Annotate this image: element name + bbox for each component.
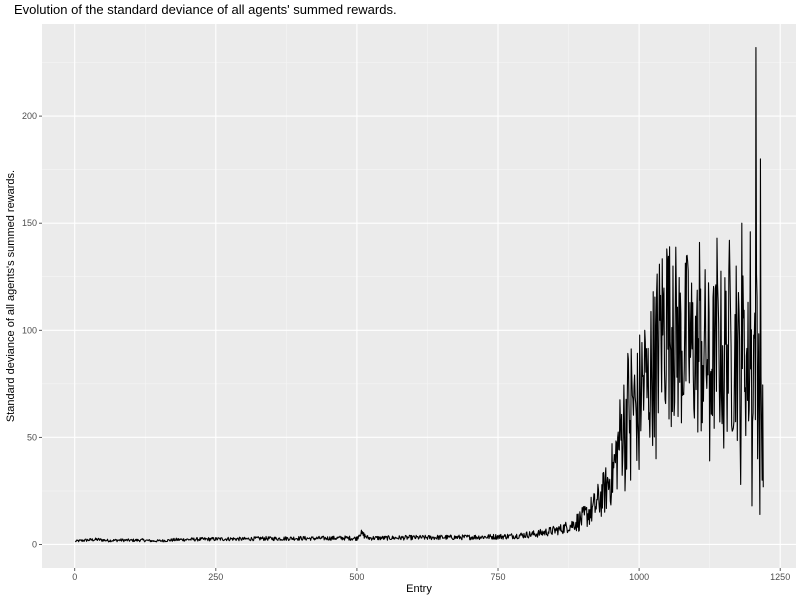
major-gridlines <box>42 24 796 568</box>
plot-panel <box>42 24 796 568</box>
y-tick-label: 0 <box>32 539 37 549</box>
x-tick-label: 500 <box>349 572 364 582</box>
y-tick-label: 150 <box>22 218 37 228</box>
y-tick-label: 100 <box>22 325 37 335</box>
minor-gridlines <box>42 24 796 568</box>
series-line <box>74 47 764 543</box>
x-axis-ticks: 0 250 500 750 1000 1250 <box>72 568 790 582</box>
x-tick-label: 250 <box>208 572 223 582</box>
y-tick-label: 50 <box>27 432 37 442</box>
x-tick-label: 1250 <box>770 572 790 582</box>
series-layer <box>74 47 764 543</box>
x-tick-label: 1000 <box>629 572 649 582</box>
y-tick-label: 200 <box>22 111 37 121</box>
y-axis-title: Standard deviance of all agents's summed… <box>5 170 17 422</box>
x-tick-label: 0 <box>72 572 77 582</box>
y-axis-ticks: 0 50 100 150 200 <box>22 111 42 549</box>
x-axis-title: Entry <box>406 583 432 595</box>
x-tick-label: 750 <box>490 572 505 582</box>
chart-title: Evolution of the standard deviance of al… <box>14 2 397 17</box>
